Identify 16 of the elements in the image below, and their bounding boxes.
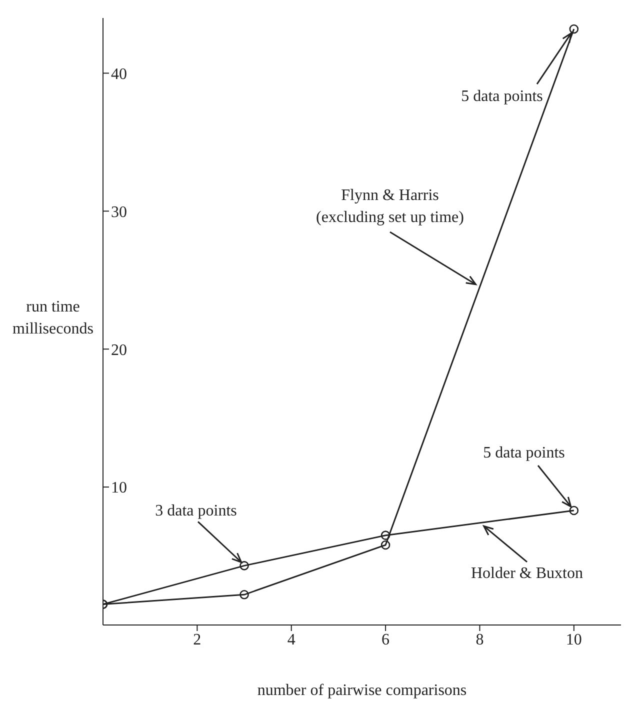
x-tick-label: 2: [193, 631, 202, 648]
annotation: Flynn & Harris (excluding set up time): [316, 187, 464, 226]
annotation: 3 data points: [155, 502, 237, 520]
annotation: Holder & Buxton: [471, 564, 583, 582]
y-axis-title: run time milliseconds: [12, 298, 94, 338]
x-tick-label: 8: [476, 631, 484, 648]
y-tick-label: 40: [111, 66, 127, 83]
y-tick-label: 20: [111, 342, 127, 359]
y-tick-label: 30: [111, 204, 127, 221]
x-tick-label: 4: [287, 631, 296, 648]
annotation: 5 data points: [461, 88, 543, 106]
annotation: 5 data points: [483, 444, 565, 462]
y-tick-label: 10: [111, 480, 127, 497]
x-axis-title: number of pairwise comparisons: [257, 682, 467, 699]
x-tick-label: 10: [566, 631, 582, 648]
x-tick-label: 6: [382, 631, 390, 648]
